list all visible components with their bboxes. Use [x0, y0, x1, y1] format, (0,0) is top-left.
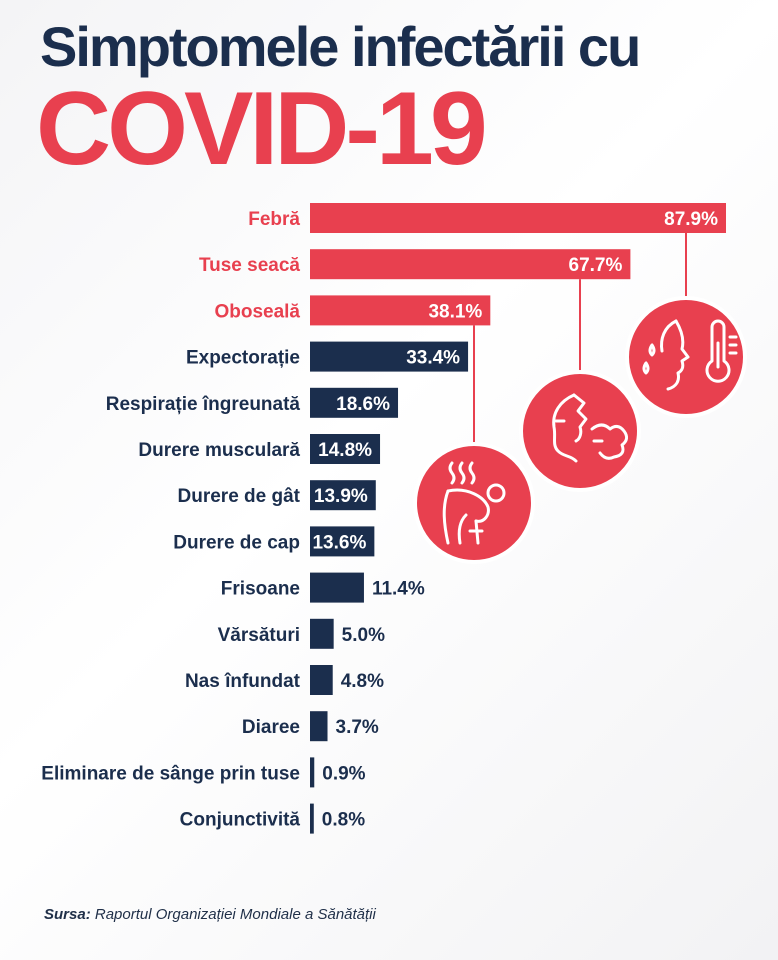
- category-label: Durere de gât: [178, 486, 301, 507]
- category-label: Frisoane: [221, 579, 300, 600]
- category-label: Diaree: [242, 717, 300, 738]
- category-labels: Febră Tuse seacă Oboseală Expectorație Respi…: [41, 209, 300, 831]
- value-label: 38.1%: [428, 301, 482, 322]
- fever-face-thermometer-icon: [625, 296, 747, 418]
- value-label: 4.8%: [341, 671, 384, 692]
- bars: [310, 203, 726, 834]
- bar-8: [310, 526, 375, 557]
- bar-1: [310, 203, 726, 233]
- category-label: Respirație îngreunată: [106, 394, 301, 415]
- value-label: 13.9%: [314, 486, 368, 507]
- title-line-1: Simptomele infectării cu: [40, 15, 641, 78]
- category-label: Febră: [248, 209, 300, 230]
- value-label: 87.9%: [664, 209, 718, 230]
- title-line-2: COVID-19: [36, 71, 488, 187]
- source-text: Raportul Organizației Mondiale a Sănătăț…: [90, 906, 376, 923]
- value-label: 3.7%: [336, 717, 379, 738]
- bar-12: [310, 711, 328, 742]
- value-label: 5.0%: [342, 625, 385, 646]
- bar-3: [310, 295, 491, 326]
- value-label: 11.4%: [372, 579, 425, 600]
- value-label: 13.6%: [312, 532, 366, 553]
- bar-4: [310, 341, 469, 372]
- bar-2: [310, 249, 631, 280]
- value-labels: 87.9% 67.7% 38.1% 33.4% 18.6% 14.8% 13.9% 13.6%…: [312, 209, 718, 831]
- category-label: Oboseală: [214, 301, 300, 322]
- source-label: Sursa:: [44, 906, 91, 923]
- bar-7: [310, 480, 376, 511]
- category-label: Tuse seacă: [199, 255, 300, 276]
- leader-lines: [473, 233, 687, 444]
- bar-5: [310, 387, 399, 418]
- fatigue-icon-circle: [413, 442, 535, 564]
- bar-9: [310, 572, 364, 603]
- category-label: Durere de cap: [173, 532, 300, 553]
- cough-icon: [519, 370, 641, 492]
- bar-13: [310, 757, 315, 788]
- value-label: 0.8%: [322, 810, 365, 831]
- category-label: Durere musculară: [138, 440, 300, 461]
- category-label: Eliminare de sânge prin tuse: [41, 763, 300, 784]
- value-label: 67.7%: [569, 255, 623, 276]
- fatigue-icon: [413, 442, 535, 564]
- bar-6: [310, 434, 381, 464]
- bar-10: [310, 618, 334, 649]
- value-label: 18.6%: [336, 394, 390, 415]
- value-label: 33.4%: [406, 348, 460, 369]
- value-label: 0.9%: [322, 763, 365, 784]
- category-label: Expectorație: [186, 348, 300, 369]
- category-label: Conjunctivită: [180, 810, 301, 831]
- source-note: Sursa: Raportul Organizației Mondiale a …: [44, 906, 376, 923]
- bar-14: [310, 803, 314, 834]
- category-label: Nas înfundat: [185, 671, 301, 692]
- bar-11: [310, 665, 333, 695]
- category-label: Vărsături: [218, 625, 300, 646]
- value-label: 14.8%: [318, 440, 372, 461]
